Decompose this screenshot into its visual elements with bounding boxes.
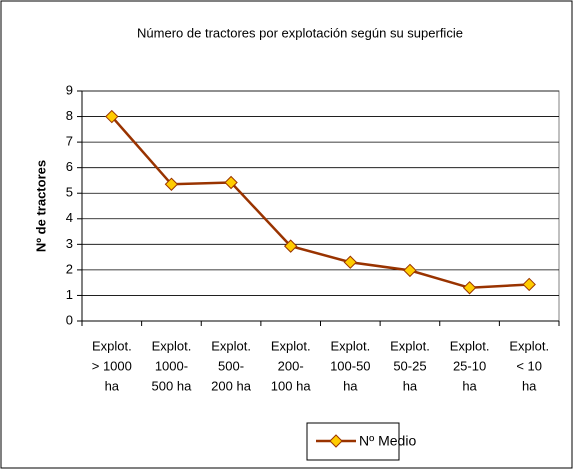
y-tick-label: 0 <box>66 312 73 327</box>
data-point <box>283 239 298 253</box>
data-point <box>403 263 417 278</box>
x-tick-label: 200- <box>278 358 304 373</box>
y-tick-label: 9 <box>66 82 73 97</box>
legend-marker <box>329 434 343 448</box>
x-tick-label: 25-10 <box>453 358 486 373</box>
x-tick-label: Explot. <box>509 338 549 353</box>
x-tick-label: Explot. <box>92 338 132 353</box>
data-point <box>164 177 179 191</box>
x-tick-label: ha <box>462 378 477 393</box>
x-tick-label: Explot. <box>271 338 311 353</box>
x-tick-label: 100 ha <box>271 378 312 393</box>
x-tick-label: 1000- <box>155 358 188 373</box>
y-tick-label: 4 <box>66 210 73 225</box>
x-tick-label: 200 ha <box>211 378 252 393</box>
series-line <box>110 115 530 290</box>
x-tick-label: Explot. <box>450 338 490 353</box>
data-point <box>343 255 358 269</box>
data-point <box>105 109 119 124</box>
data-point <box>522 277 536 292</box>
x-tick-label: ha <box>343 378 358 393</box>
x-tick-label: > 1000 <box>92 358 132 373</box>
legend-label: Nº Medio <box>359 433 416 449</box>
x-tick-label: 100-50 <box>330 358 370 373</box>
y-tick-label: 5 <box>66 185 73 200</box>
x-tick-label: 50-25 <box>393 358 426 373</box>
x-tick-label: Explot. <box>390 338 430 353</box>
x-tick-label: ha <box>403 378 418 393</box>
x-tick-label: Explot. <box>330 338 370 353</box>
x-tick-label: < 10 <box>516 358 542 373</box>
x-tick-label: 500- <box>218 358 244 373</box>
y-tick-label: 1 <box>66 287 73 302</box>
x-tick-label: 500 ha <box>152 378 193 393</box>
data-point <box>224 175 238 190</box>
y-tick-label: 3 <box>66 236 73 251</box>
y-tick-label: 6 <box>66 159 73 174</box>
x-tick-label: Explot. <box>211 338 251 353</box>
x-tick-label: Explot. <box>152 338 192 353</box>
data-point <box>462 281 477 295</box>
chart-title: Número de tractores por explotación segú… <box>137 25 463 40</box>
x-tick-label: ha <box>522 378 537 393</box>
y-tick-label: 8 <box>66 108 73 123</box>
y-tick-label: 2 <box>66 261 73 276</box>
x-tick-label: ha <box>105 378 120 393</box>
y-tick-label: 7 <box>66 134 73 149</box>
y-axis-title: Nº de tractores <box>33 160 48 252</box>
